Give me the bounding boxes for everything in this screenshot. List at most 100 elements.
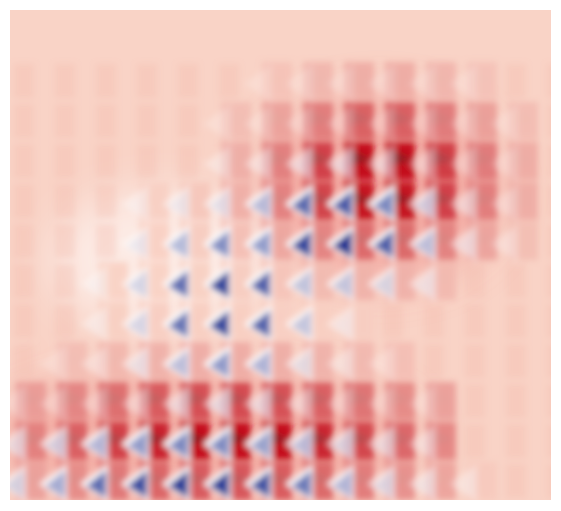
cell-blue (373, 150, 393, 178)
cell-blue (414, 470, 434, 498)
cell-blue (291, 310, 311, 338)
cell-white (449, 64, 477, 102)
cell-blue (209, 190, 229, 218)
cell-blue (291, 150, 311, 178)
cell-blue (127, 310, 147, 338)
cell-blue (127, 350, 147, 378)
cell-blue (332, 390, 352, 418)
cell-shade (14, 104, 34, 138)
cell-shade (55, 224, 75, 258)
cell-blue (373, 470, 393, 498)
cell-blue (86, 390, 106, 418)
cell-shade (14, 144, 34, 178)
cell-blue (250, 150, 270, 178)
cell-shade (178, 104, 198, 138)
cell-shade (55, 144, 75, 178)
cell-blue (250, 470, 270, 498)
cell-blue (86, 350, 106, 378)
cell-blue (373, 270, 393, 298)
cell-blue (86, 470, 106, 498)
cell-blue (455, 150, 475, 178)
cell-shade (506, 424, 526, 458)
cell-blue (332, 190, 352, 218)
cell-shade (506, 64, 526, 98)
cell-shade (547, 464, 551, 498)
cell-blue (209, 150, 229, 178)
cell-blue (127, 190, 147, 218)
cell-shade (465, 424, 485, 458)
cell-shade (547, 224, 551, 258)
cell-shade (96, 224, 116, 258)
cell-white (244, 64, 272, 102)
cell-shade (14, 304, 34, 338)
cell-blue (291, 270, 311, 298)
cell-blue (168, 390, 188, 418)
cell-blue (455, 190, 475, 218)
cell-shade (424, 344, 444, 378)
cell-blue (332, 430, 352, 458)
cell-shade (14, 264, 34, 298)
cell-blue (455, 230, 475, 258)
cell-blue (209, 430, 229, 458)
cell-shade (137, 64, 157, 98)
cell-shade (547, 184, 551, 218)
cell-shade (547, 344, 551, 378)
cell-blue (414, 230, 434, 258)
cell-blue (10, 470, 24, 498)
cell-blue (250, 390, 270, 418)
cell-shade (465, 344, 485, 378)
cell-blue (168, 310, 188, 338)
cell-blue (45, 470, 65, 498)
cell-blue (209, 310, 229, 338)
cell-shade (14, 64, 34, 98)
cell-blue (209, 390, 229, 418)
cell-blue (10, 430, 24, 458)
cell-white (326, 64, 354, 102)
cell-white (408, 64, 436, 102)
cell-layer (10, 62, 551, 500)
cell-blue (414, 430, 434, 458)
cell-blue (86, 430, 106, 458)
cell-shade (55, 304, 75, 338)
cell-shade (506, 384, 526, 418)
cell-blue (332, 350, 352, 378)
cell-white (285, 64, 313, 102)
cell-blue (209, 470, 229, 498)
cell-blue (127, 430, 147, 458)
cell-blue (250, 230, 270, 258)
cell-blue (455, 470, 475, 498)
cell-blue (250, 350, 270, 378)
cell-shade (547, 304, 551, 338)
cell-white (367, 384, 395, 422)
cell-white (10, 384, 26, 422)
cell-blue (332, 310, 352, 338)
cell-blue (332, 150, 352, 178)
cell-blue (86, 310, 106, 338)
cell-blue (209, 270, 229, 298)
cell-blue (250, 270, 270, 298)
cell-shade (55, 264, 75, 298)
cell-white (326, 104, 354, 142)
cell-shade (96, 184, 116, 218)
cell-white (203, 104, 231, 142)
cell-shade (137, 144, 157, 178)
cell-shade (137, 104, 157, 138)
cell-shade (547, 144, 551, 178)
cell-blue (414, 150, 434, 178)
cell-shade (547, 384, 551, 418)
cell-blue (373, 230, 393, 258)
cell-blue (209, 350, 229, 378)
cell-white (285, 104, 313, 142)
cell-shade (547, 64, 551, 98)
cell-blue (332, 230, 352, 258)
cell-blue (127, 270, 147, 298)
cell-blue (291, 470, 311, 498)
cell-shade (55, 184, 75, 218)
cell-white (449, 104, 477, 142)
cell-blue (291, 430, 311, 458)
cell-shade (506, 264, 526, 298)
cell-blue (45, 390, 65, 418)
cell-white (490, 104, 518, 142)
